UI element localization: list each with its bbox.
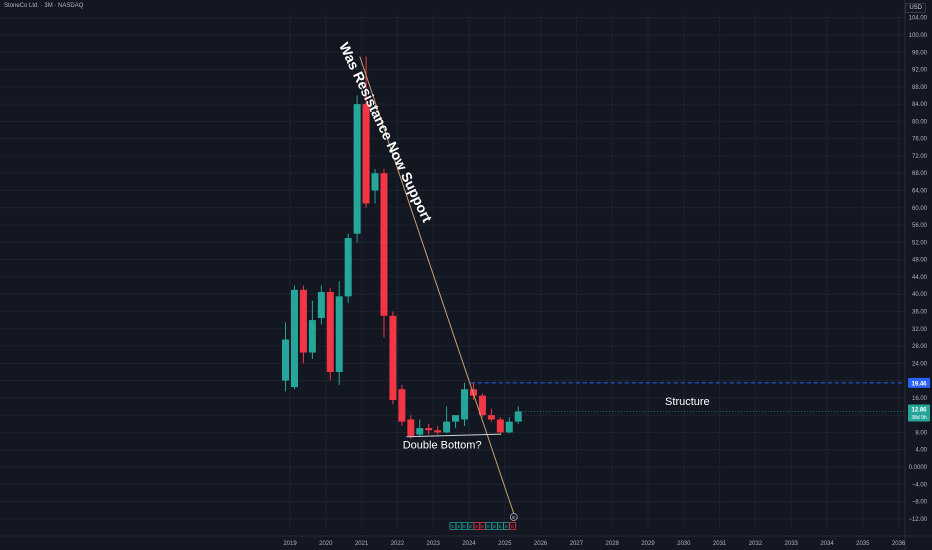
candle-down[interactable] <box>496 419 504 433</box>
last-price-label: 12.86 <box>911 407 927 413</box>
candle-down[interactable] <box>380 173 388 316</box>
event-badge-icon[interactable] <box>509 513 518 521</box>
y-tick-label: 76.00 <box>912 137 928 143</box>
earnings-event-label: E <box>505 524 508 529</box>
y-tick-label: 0.0000 <box>909 465 928 471</box>
x-tick-label: 2020 <box>319 541 333 547</box>
annotation-structure[interactable]: Structure <box>665 396 710 408</box>
earnings-event-label: E <box>463 524 466 529</box>
earnings-event-label: E <box>511 524 514 529</box>
candle-up[interactable] <box>371 173 379 191</box>
earnings-event-label: E <box>499 524 502 529</box>
x-tick-label: 2022 <box>391 541 405 547</box>
currency-button[interactable]: USD <box>905 3 926 13</box>
y-tick-label: 52.00 <box>912 240 928 246</box>
candle-up[interactable] <box>317 292 325 318</box>
earnings-event-label: E <box>487 524 490 529</box>
y-tick-label: 32.00 <box>912 327 928 333</box>
x-tick-label: 2029 <box>641 541 655 547</box>
y-tick-label: 40.00 <box>912 292 928 298</box>
y-tick-label: −8.00 <box>912 500 928 506</box>
x-tick-label: 2031 <box>713 541 727 547</box>
candle-up[interactable] <box>443 421 451 433</box>
candle-down[interactable] <box>407 419 415 436</box>
symbol-title[interactable]: StoneCo Ltd. · 3M · NASDAQ <box>4 3 84 9</box>
y-tick-label: 64.00 <box>912 189 928 195</box>
y-tick-label: 24.00 <box>912 361 928 367</box>
event-badge-label: E <box>512 515 515 520</box>
candle-up[interactable] <box>282 339 290 381</box>
x-tick-label: 2033 <box>785 541 799 547</box>
candle-up[interactable] <box>335 296 343 372</box>
candle-down[interactable] <box>425 428 433 431</box>
x-tick-label: 2027 <box>570 541 584 547</box>
candle-up[interactable] <box>514 411 522 422</box>
candle-up[interactable] <box>344 238 352 297</box>
candle-down[interactable] <box>326 292 334 372</box>
x-tick-label: 2032 <box>749 541 763 547</box>
resistance-trendline[interactable] <box>359 56 517 519</box>
candle-down[interactable] <box>299 289 307 353</box>
candle-down[interactable] <box>478 395 486 416</box>
y-tick-label: −12.00 <box>908 517 927 523</box>
earnings-event-label: E <box>493 524 496 529</box>
y-tick-label: 8.00 <box>915 430 927 436</box>
x-tick-label: 2023 <box>427 541 441 547</box>
candle-up[interactable] <box>461 389 469 420</box>
earnings-event-label: E <box>475 524 478 529</box>
y-tick-label: 92.00 <box>912 68 928 74</box>
y-tick-label: 68.00 <box>912 171 928 177</box>
y-tick-label: 72.00 <box>912 154 928 160</box>
y-tick-label: 48.00 <box>912 258 928 264</box>
candle-down[interactable] <box>487 415 495 420</box>
earnings-event-label: E <box>481 524 484 529</box>
earnings-event-label: E <box>451 524 454 529</box>
candle-up[interactable] <box>452 415 460 422</box>
y-tick-label: 60.00 <box>912 206 928 212</box>
earnings-event-marker[interactable] <box>509 522 517 530</box>
candle-down[interactable] <box>434 430 442 433</box>
y-tick-label: −4.00 <box>912 482 928 488</box>
x-tick-label: 2035 <box>856 541 870 547</box>
candle-down[interactable] <box>362 104 370 204</box>
x-tick-label: 2019 <box>283 541 297 547</box>
x-tick-label: 2021 <box>355 541 369 547</box>
annotation-double-bottom[interactable]: Double Bottom? <box>403 439 482 451</box>
x-tick-label: 2030 <box>677 541 691 547</box>
last-price-countdown: 38d 9h <box>911 415 927 421</box>
y-tick-label: 100.00 <box>909 33 928 39</box>
y-tick-label: 80.00 <box>912 119 928 125</box>
y-tick-label: 44.00 <box>912 275 928 281</box>
x-tick-label: 2036 <box>892 541 906 547</box>
candle-up[interactable] <box>308 320 316 353</box>
y-tick-label: 28.00 <box>912 344 928 350</box>
y-tick-label: 36.00 <box>912 309 928 315</box>
x-tick-label: 2028 <box>606 541 620 547</box>
candle-down[interactable] <box>389 315 397 401</box>
double-bottom-line[interactable] <box>406 433 502 438</box>
earnings-event-label: E <box>469 524 472 529</box>
candle-up[interactable] <box>290 289 298 388</box>
last-price-tag <box>908 404 930 422</box>
y-tick-label: 96.00 <box>912 50 928 56</box>
y-tick-label: 56.00 <box>912 223 928 229</box>
y-tick-label: 4.00 <box>915 448 927 454</box>
x-tick-label: 2024 <box>462 541 476 547</box>
earnings-event-label: E <box>457 524 460 529</box>
x-tick-label: 2026 <box>534 541 548 547</box>
candle-up[interactable] <box>505 421 513 433</box>
candle-up[interactable] <box>416 428 424 435</box>
structure-price-tag <box>908 377 930 388</box>
x-tick-label: 2034 <box>820 541 834 547</box>
candle-down[interactable] <box>398 389 406 422</box>
y-tick-label: 16.00 <box>912 396 928 402</box>
y-tick-label: 84.00 <box>912 102 928 108</box>
structure-price-label: 19.46 <box>911 381 927 387</box>
y-tick-label: 88.00 <box>912 85 928 91</box>
candle-up[interactable] <box>353 104 361 234</box>
y-tick-label: 104.00 <box>909 16 928 22</box>
x-tick-label: 2025 <box>498 541 512 547</box>
